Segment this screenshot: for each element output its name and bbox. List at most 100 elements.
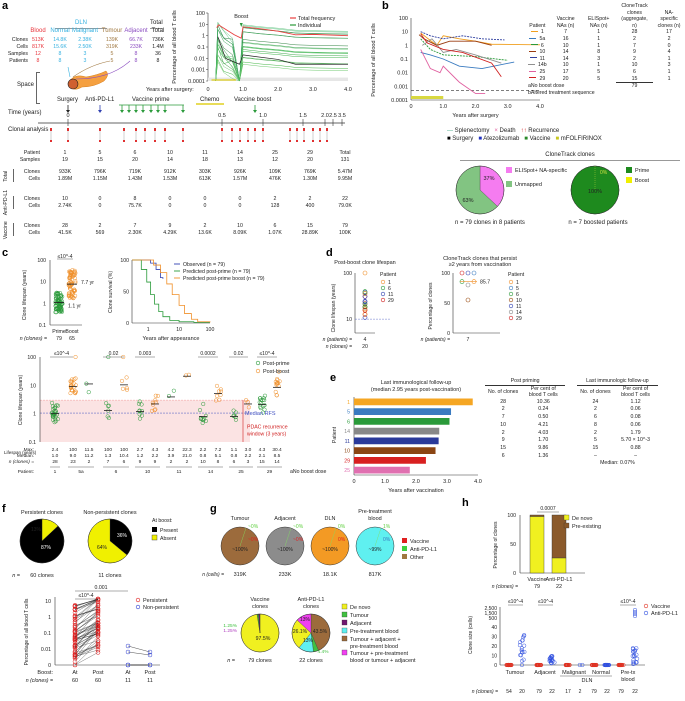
clone-point [58,294,63,299]
cell: 14.8K [53,37,67,43]
median-value: 10.4 [119,453,129,459]
pie-label-other: ~100% [277,547,293,553]
event-surgery: Surgery [57,97,79,103]
clone-point [362,294,368,299]
col-header: Per cent of blood T cells [621,385,651,399]
table-row: 29 20 5 15 1 [525,76,685,83]
persistent-point [72,616,78,622]
persistent-point [95,644,101,650]
y-tick-label: 100 [120,258,129,264]
cell: 0.88 [630,445,641,451]
panel-label-d: d [326,247,333,259]
legend-1: Predicted post-prime (n = 79) [183,269,251,275]
persistent-point [72,631,78,637]
y-axis-label: Percentage of all blood T cells [24,598,30,665]
cell: 17 [562,68,569,75]
max-value: 3.0 [245,447,252,453]
x-axis-label: Years after surgery: [146,87,194,93]
cell: 933K [58,169,72,175]
n-label: 79 [618,689,624,695]
col-header: No. of clones [580,388,611,395]
y-tick-label: 100 [441,271,450,277]
y-tick-label: 1 [48,615,51,621]
clone-point [86,390,91,395]
legend-swatch [341,603,348,610]
legend-icon: ■ [555,135,560,142]
antipdl1-point-large [632,607,638,613]
x-axis-label: Years after surgery [452,113,499,119]
median-label: 7.7 yr [81,280,94,286]
pair-line [74,622,99,632]
panel-label-c: c [2,247,9,259]
individual-line [215,58,349,82]
legend-patient: 10 [516,298,522,304]
clone-point [153,393,158,398]
cell: 476K [268,176,282,182]
cell: 1 [525,29,550,36]
legend-individual: Individual [298,23,321,29]
legend-swatch [151,534,158,541]
clone-point [53,307,58,312]
clone-point [257,400,262,405]
cell: 0 [203,203,207,209]
pie-title-2: blood [368,516,381,522]
max-value: 30.4 [272,447,282,453]
group-bracket [13,223,16,236]
persistent-point [72,649,78,654]
table-row: 11 14 3 2 1 [525,56,685,63]
clone-point [203,413,208,418]
cell: 79 [342,223,348,229]
cell: 303K [198,169,212,175]
sample-count: 13 [237,157,243,163]
tube-bottom [296,140,298,142]
cell: 12 [35,51,41,57]
legend-absent: Absent [160,536,177,542]
pie-label: 1.25% [223,628,237,634]
patient-label: Patient: [18,469,34,475]
patient-id: 10 [167,150,173,156]
cell: 2.50K [78,44,92,50]
pie-caption: 11 clones [98,573,121,579]
antipdl1-point [634,652,639,657]
legend-present: Present [160,528,178,534]
legend-icon: × [494,128,498,134]
clone-point [231,408,236,413]
persistent-point [72,652,78,657]
pair-line [74,645,99,654]
cell: 1 [597,35,601,42]
pair-line [74,605,99,620]
n-patients: 7 [467,337,470,343]
x-tick-label: 1 [147,327,150,333]
median-line [217,36,348,65]
cell: 17 [666,29,672,36]
arrow-head-icon [141,110,145,113]
tube-bottom [50,140,52,142]
b-col-header: Patient [529,22,546,29]
pair-line [74,626,99,636]
vaccine-point [590,662,595,668]
clone-point [137,416,143,421]
x-tick-label: 2.0 [472,104,480,110]
cell: 1.12 [630,398,641,405]
persistent-point [72,626,78,632]
antipdl1-point [602,662,607,668]
pie-label-antipdl1: 0% [338,524,346,530]
category-label: At [125,670,131,676]
median-value: 1.3 [105,453,112,459]
median-value: 8.5 [274,453,281,459]
clone-point [362,307,368,313]
persistent-point [95,650,101,655]
persistent-point [72,645,78,651]
category-label: Pre-tx [621,670,636,676]
time-tick-label: 3.5 [338,113,346,119]
total-cell: 79 [615,82,654,90]
patient-line-6 [420,38,508,61]
legend-recurrence: ↑↑ Recurrence [520,128,560,134]
persistent-point [72,662,78,668]
p-value: 0.003 [139,351,152,357]
legend-de-novo: De novo [572,516,593,522]
legend-icon: ↑↑ [520,128,527,134]
pie-label: 13% [300,617,311,623]
nonpersistent-point [147,662,153,668]
